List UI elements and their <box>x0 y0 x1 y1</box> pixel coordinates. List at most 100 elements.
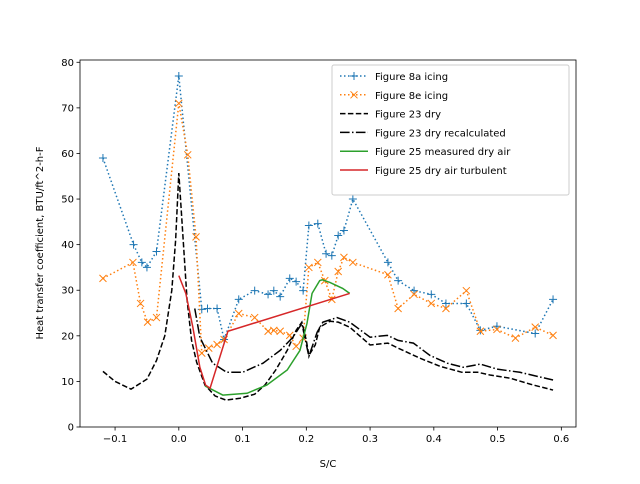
axes-frame <box>79 59 577 428</box>
data-point <box>269 326 278 335</box>
legend-label: Figure 25 dry air turbulent <box>375 166 507 177</box>
data-point <box>394 304 402 313</box>
x-tick-label: −0.1 <box>103 434 127 445</box>
legend-label: Figure 23 dry <box>375 110 441 121</box>
data-point <box>339 226 348 235</box>
data-point <box>410 290 418 299</box>
data-point <box>129 240 138 249</box>
data-point <box>213 304 222 313</box>
x-axis-label: S/C <box>320 459 337 470</box>
x-tick-label: 0.0 <box>171 434 187 445</box>
data-point <box>313 219 322 228</box>
data-point <box>192 233 200 241</box>
data-point <box>348 195 357 204</box>
data-point <box>327 251 336 260</box>
y-tick-label: 0 <box>68 423 74 434</box>
data-point <box>531 323 540 332</box>
data-point <box>98 154 107 163</box>
data-point <box>304 221 313 230</box>
data-point <box>292 342 300 351</box>
data-point <box>410 286 419 295</box>
data-point <box>292 277 301 286</box>
data-point <box>511 334 520 342</box>
data-point <box>531 329 540 338</box>
data-point <box>394 276 403 285</box>
legend: Figure 8a icing Figure 8e icing Figure 23 … <box>331 64 570 196</box>
data-point <box>334 267 343 276</box>
data-point <box>250 313 259 322</box>
x-tick-label: 0.3 <box>362 434 378 445</box>
data-point <box>334 231 343 240</box>
data-point <box>299 286 308 295</box>
legend-label: Figure 8e icing <box>375 91 448 102</box>
data-point <box>322 249 331 258</box>
data-point <box>549 295 558 304</box>
data-point <box>350 72 358 80</box>
series-4 <box>204 278 351 396</box>
x-tick-label: 0.1 <box>235 434 251 445</box>
y-tick-label: 10 <box>61 377 74 388</box>
y-tick-label: 30 <box>61 286 74 297</box>
y-tick-label: 70 <box>61 103 74 114</box>
series-line <box>204 278 351 396</box>
series-line <box>102 173 554 401</box>
data-point <box>174 99 183 108</box>
data-point <box>441 299 450 308</box>
series-line <box>194 308 554 381</box>
series-2 <box>102 173 554 401</box>
legend-label: Figure 25 measured dry air <box>375 147 511 158</box>
data-point <box>142 263 151 272</box>
series-1 <box>99 99 557 357</box>
data-point <box>305 263 313 272</box>
data-point <box>137 258 146 267</box>
data-point <box>427 290 436 299</box>
data-point <box>152 313 161 322</box>
data-point <box>493 325 501 334</box>
x-tick-label: 0.6 <box>553 434 569 445</box>
data-point <box>152 247 161 256</box>
y-tick-label: 50 <box>61 195 74 206</box>
data-point <box>264 290 273 299</box>
data-point <box>203 304 212 313</box>
data-point <box>250 286 259 295</box>
data-point <box>197 349 206 357</box>
series-line <box>102 103 554 355</box>
data-point <box>136 299 145 308</box>
x-tick-label: 0.5 <box>490 434 506 445</box>
data-point <box>285 274 294 283</box>
data-point <box>174 71 183 80</box>
y-tick-label: 60 <box>61 149 74 160</box>
y-tick-label: 20 <box>61 331 74 342</box>
data-point <box>313 258 322 267</box>
data-point <box>350 90 358 99</box>
legend-box <box>331 64 570 196</box>
data-point <box>383 258 392 267</box>
x-tick-label: 0.2 <box>298 434 314 445</box>
data-point <box>99 274 107 283</box>
data-point <box>384 270 392 279</box>
data-point <box>183 150 192 159</box>
data-point <box>476 326 485 335</box>
legend-label: Figure 23 dry recalculated <box>375 128 506 139</box>
y-tick-label: 40 <box>61 240 74 251</box>
data-point <box>427 299 436 308</box>
data-point <box>129 258 137 267</box>
data-point <box>549 331 557 340</box>
data-point <box>234 295 243 304</box>
series-line <box>178 275 350 390</box>
data-point <box>234 309 243 318</box>
data-point <box>276 327 285 336</box>
data-point <box>213 340 221 349</box>
data-point <box>269 286 278 295</box>
y-axis-label: Heat transfer coefficient, BTU/ft^2-h-F <box>35 146 46 339</box>
series-3 <box>194 308 554 381</box>
x-tick-label: 0.4 <box>426 434 442 445</box>
data-point <box>442 304 450 313</box>
data-point <box>340 253 348 262</box>
data-point <box>462 299 471 308</box>
legend-label: Figure 8a icing <box>375 72 448 83</box>
y-tick-label: 80 <box>61 58 74 69</box>
data-point <box>349 258 357 267</box>
